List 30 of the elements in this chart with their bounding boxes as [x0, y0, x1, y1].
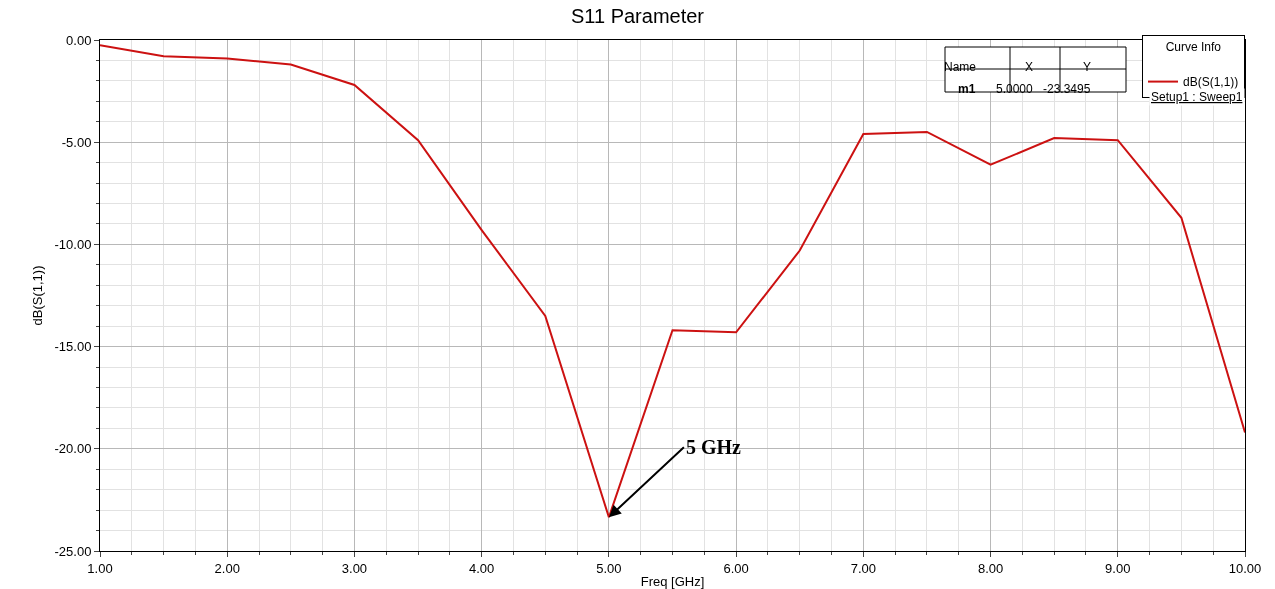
legend-title: Curve Info [1165, 40, 1222, 55]
x-tick-label: 1.00 [87, 560, 113, 576]
x-tick-label: 2.00 [214, 560, 240, 576]
line-series [100, 44, 1245, 519]
annotation: -23.3495 [1043, 82, 1091, 96]
annotation: Name [944, 60, 977, 74]
x-tick-label: 5.00 [596, 560, 622, 576]
y-tick-label: -25.00 [54, 543, 92, 559]
y-tick-label: 0.00 [66, 32, 92, 48]
x-tick-label: 8.00 [977, 560, 1004, 576]
annotation: Y [1083, 60, 1092, 74]
y-tick-label: -15.00 [54, 339, 92, 355]
y-tick-label: -10.00 [54, 236, 92, 252]
annotation: m1 [958, 82, 976, 96]
legend-label: dB(S(1,1)) [1183, 75, 1239, 90]
y-tick-label: -20.00 [54, 441, 92, 457]
x-tick-label: 4.00 [469, 560, 495, 576]
annotation: 5 GHz [686, 436, 742, 458]
annotation: 5.0000 [996, 82, 1034, 96]
x-axis-title: Freq [GHz] [640, 574, 705, 589]
chart-title: S11 Parameter [570, 4, 705, 27]
y-axis-title: dB(S(1,1)) [30, 265, 46, 326]
x-tick-label: 10.00 [1228, 560, 1262, 576]
annotation: X [1025, 60, 1034, 74]
x-tick-label: 6.00 [723, 560, 749, 576]
x-tick-label: 3.00 [341, 560, 368, 576]
annotation: Setup1 : Sweep1 [1151, 90, 1243, 104]
x-tick-label: 9.00 [1105, 560, 1131, 576]
y-tick-label: -5.00 [61, 134, 92, 150]
x-tick-label: 7.00 [850, 560, 876, 576]
